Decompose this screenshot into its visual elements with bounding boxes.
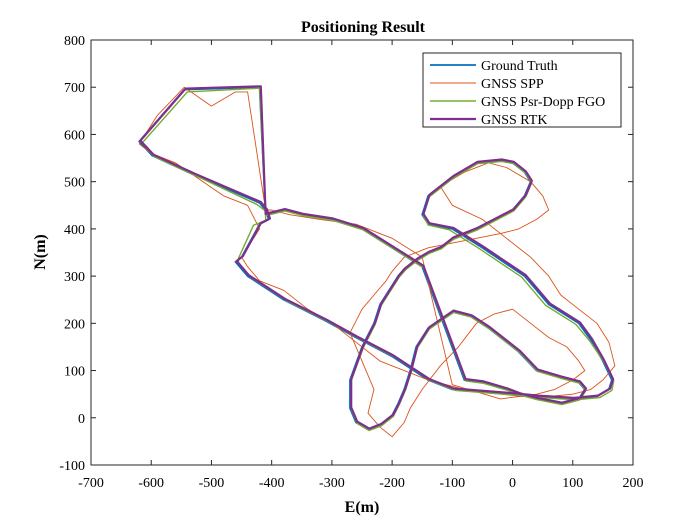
y-tick-label: 200 [64, 317, 85, 332]
legend-label-3: GNSS RTK [481, 113, 547, 128]
legend-label-2: GNSS Psr-Dopp FGO [481, 95, 605, 110]
legend: Ground Truth GNSS SPP GNSS Psr-Dopp FGO GNS… [422, 52, 622, 128]
y-tick-label: 0 [78, 412, 85, 427]
x-tick-label: 200 [623, 476, 644, 491]
y-tick-label: 600 [64, 128, 85, 143]
y-tick-label: 800 [64, 34, 85, 49]
x-tick-label: -500 [199, 476, 225, 491]
tick-layer: -700 -600 -500 -400 -300 -200 -100 0 100 200 -100 0… [59, 34, 643, 491]
legend-label-1: GNSS SPP [481, 77, 544, 92]
plot-frame [90, 39, 634, 466]
x-tick-label: -600 [138, 476, 164, 491]
y-tick-label: 300 [64, 270, 85, 285]
x-axis-label: E(m) [345, 499, 380, 516]
x-tick-label: -700 [78, 476, 104, 491]
y-tick-label: 500 [64, 176, 85, 191]
legend-label-0: Ground Truth [481, 59, 558, 74]
series-layer [138, 85, 616, 438]
x-tick-label: -200 [379, 476, 405, 491]
y-tick-label: -100 [59, 459, 85, 474]
y-tick-label: 100 [64, 365, 85, 380]
x-tick-label: 0 [509, 476, 516, 491]
series-line-1 [138, 86, 616, 438]
y-tick-label: 400 [64, 223, 85, 238]
x-tick-label: 100 [562, 476, 583, 491]
chart-title: Positioning Result [301, 19, 426, 36]
y-axis-label: N(m) [32, 234, 49, 270]
x-tick-label: -400 [259, 476, 285, 491]
y-tick-label: 700 [64, 81, 85, 96]
series-line-3 [139, 85, 615, 430]
x-tick-label: -300 [319, 476, 345, 491]
legend-items: Ground Truth GNSS SPP GNSS Psr-Dopp FGO GNS… [430, 59, 605, 128]
x-tick-label: -100 [439, 476, 465, 491]
